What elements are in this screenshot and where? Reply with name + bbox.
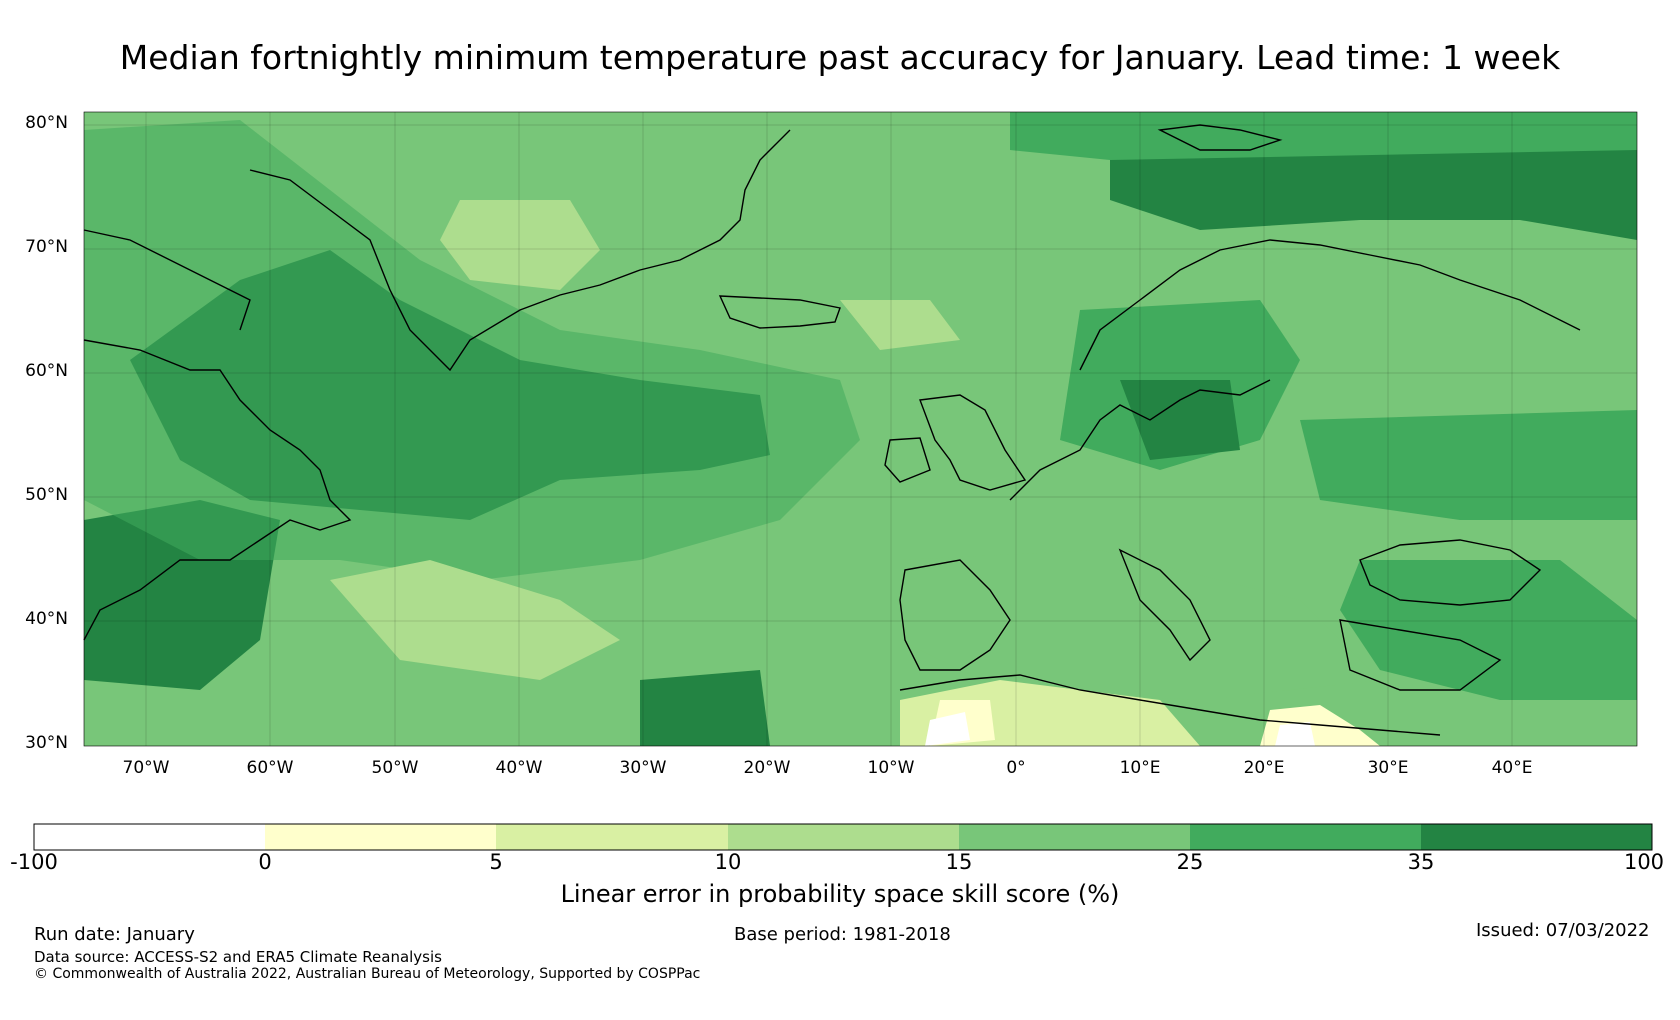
colorbar-segment-25	[1190, 824, 1421, 850]
map-frame	[83, 111, 1638, 747]
british-isles-coast	[919, 394, 1027, 491]
colorbar	[33, 823, 1653, 851]
colorbar-segment-neg	[34, 824, 265, 850]
lat-label-80: 80°N	[25, 113, 68, 133]
lon-label-10w: 10°W	[867, 758, 915, 778]
region-black-sea-turkey	[1340, 560, 1637, 700]
lon-label-50w: 50°W	[371, 758, 419, 778]
colorbar-segment-5	[496, 824, 728, 850]
lon-label-30w: 30°W	[619, 758, 667, 778]
colorbar-tick: -100	[10, 850, 58, 874]
region-east-europe	[1300, 410, 1637, 520]
lat-label-40: 40°N	[25, 609, 68, 629]
region-egypt-negative	[1275, 722, 1315, 746]
greenland-coast	[249, 129, 791, 372]
lon-label-40w: 40°W	[495, 758, 543, 778]
colorbar-tick: 25	[1176, 850, 1204, 874]
skill-score-map[interactable]	[83, 111, 1638, 747]
lon-label-20w: 20°W	[743, 758, 791, 778]
colorbar-segment-0	[265, 824, 496, 850]
colorbar-tick: 15	[945, 850, 973, 874]
ireland-coast	[884, 437, 931, 483]
coastlines	[83, 124, 1581, 736]
colorbar-tick: 10	[714, 850, 742, 874]
colorbar-label: Linear error in probability space skill …	[560, 880, 1120, 908]
map-title: Median fortnightly minimum temperature p…	[119, 38, 1561, 77]
iceland-coast	[718, 295, 841, 329]
labrador-coast	[83, 339, 352, 641]
lon-label-10e: 10°E	[1119, 758, 1161, 778]
run-date: Run date: January	[34, 924, 195, 945]
region-mid-atlantic-green	[84, 120, 860, 580]
lat-label-30: 30°N	[25, 733, 68, 753]
iberia-coast	[899, 559, 1011, 671]
region-mediterranean	[900, 550, 1380, 700]
italy-coast	[1118, 548, 1211, 662]
lat-label-60: 60°N	[25, 361, 68, 381]
lon-label-0: 0°	[1006, 758, 1026, 778]
lat-label-50: 50°N	[25, 485, 68, 505]
lon-label-60w: 60°W	[246, 758, 294, 778]
lat-label-70: 70°N	[25, 237, 68, 257]
region-arctic-north	[1010, 112, 1637, 160]
region-baltic-high	[1120, 380, 1240, 460]
colorbar-tick: 35	[1407, 850, 1435, 874]
colorbar-tick: 100	[1623, 850, 1665, 874]
lon-label-30e: 30°E	[1367, 758, 1409, 778]
colorbar-segment-10	[728, 824, 959, 850]
region-sahara-negative	[925, 712, 970, 746]
lon-label-20e: 20°E	[1243, 758, 1285, 778]
lon-label-70w: 70°W	[122, 758, 170, 778]
graticule	[84, 112, 1637, 746]
colorbar-segment-15	[959, 824, 1190, 850]
copyright: © Commonwealth of Australia 2022, Austra…	[34, 966, 701, 982]
base-period: Base period: 1981-2018	[734, 924, 951, 945]
region-subtropical-dark	[640, 670, 770, 746]
baffin-coast	[83, 229, 251, 331]
issued-date: Issued: 07/03/2022	[1476, 920, 1650, 941]
region-mid-atlantic-light	[330, 560, 620, 680]
lon-label-40e: 40°E	[1491, 758, 1533, 778]
scandinavia-coast	[1079, 239, 1581, 371]
colorbar-tick: 0	[258, 850, 272, 874]
colorbar-segment-35	[1421, 824, 1652, 850]
black-sea-coast	[1359, 539, 1542, 606]
region-iceland-east	[840, 300, 960, 350]
europe-coast	[1009, 379, 1271, 501]
north-africa-coast	[899, 674, 1441, 736]
colorbar-outline	[33, 823, 1653, 851]
colorbar-tick: 5	[489, 850, 503, 874]
data-source: Data source: ACCESS-S2 and ERA5 Climate …	[34, 948, 442, 966]
region-greenland-sea	[440, 200, 600, 290]
svalbard-coast	[1157, 124, 1283, 151]
turkey-coast	[1339, 619, 1502, 691]
